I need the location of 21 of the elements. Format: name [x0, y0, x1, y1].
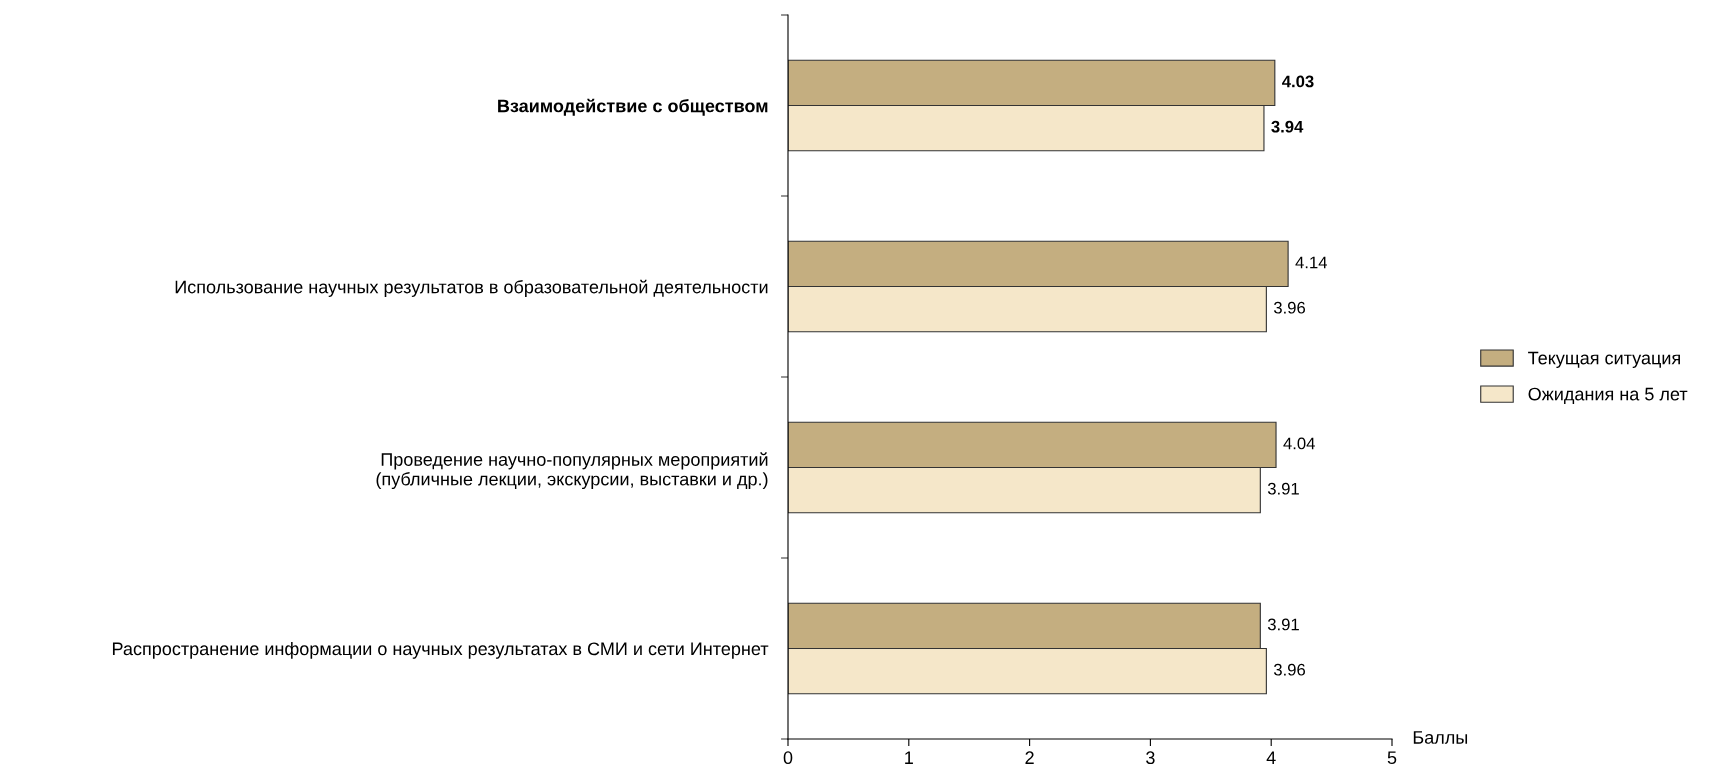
y-tick-label: Проведение научно-популярных мероприятий (публичные лекции, экскурсии, выставки и др.): [376, 452, 768, 490]
x-tick-label: 4: [1266, 751, 1276, 764]
x-axis-title: Баллы: [1413, 731, 1468, 744]
legend-label: Ожидания на 5 лет: [1528, 387, 1688, 404]
data-label: 4.03: [1282, 75, 1314, 88]
data-label: 4.04: [1283, 437, 1315, 450]
x-tick-label: 0: [783, 751, 793, 765]
x-tick-label: 3: [1146, 751, 1155, 765]
data-label: 3.91: [1267, 618, 1299, 631]
data-label: 3.91: [1267, 482, 1299, 495]
x-tick-label: 1: [905, 751, 913, 764]
data-label: 3.96: [1273, 301, 1306, 314]
y-tick-label: Взаимодействие с обществом: [498, 98, 768, 116]
y-tick-label: Распространение информации о научных результатах в СМИ и сети Интернет: [112, 641, 769, 659]
x-tick-label: 5: [1387, 751, 1397, 765]
data-label: 4.14: [1295, 256, 1328, 269]
x-tick-label: 2: [1025, 751, 1034, 764]
legend-label: Текущая ситуация: [1528, 351, 1680, 368]
data-label: 3.96: [1273, 663, 1306, 676]
y-tick-label: Использование научных результатов в образовательной деятельности: [175, 279, 768, 297]
data-label: 3.94: [1271, 120, 1304, 133]
